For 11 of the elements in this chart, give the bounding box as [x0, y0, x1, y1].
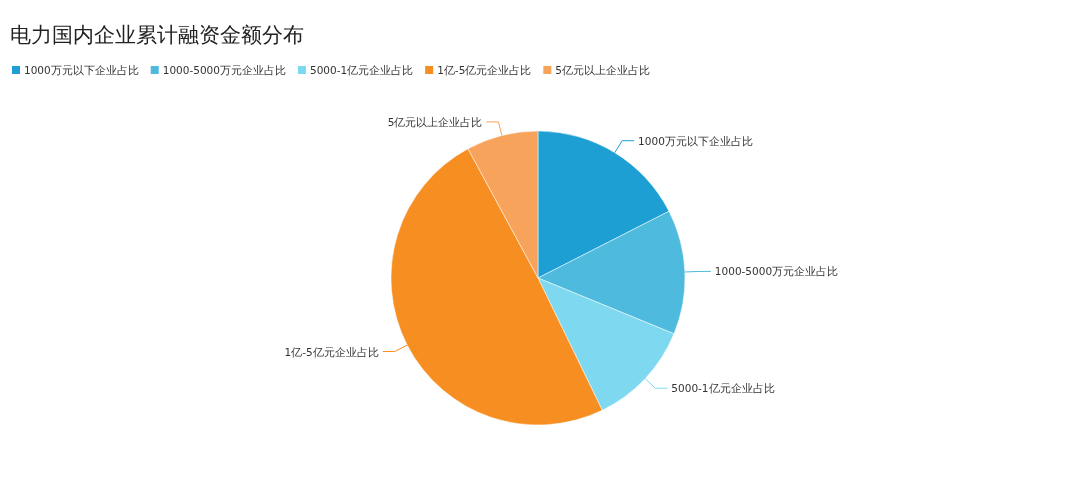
legend-label: 1000万元以下企业占比 [24, 64, 139, 76]
slice-label: 1000万元以下企业占比 [638, 134, 753, 147]
slice-label: 1亿-5亿元企业占比 [284, 345, 379, 358]
legend-label: 5000-1亿元企业占比 [309, 64, 414, 76]
legend-label: 1000-5000万元企业占比 [162, 64, 286, 76]
slice-label: 5000-1亿元企业占比 [671, 382, 775, 395]
legend-label: 1亿-5亿元企业占比 [437, 64, 532, 76]
slice-label: 1000-5000万元企业占比 [714, 265, 839, 278]
slice-label: 5亿元以上企业占比 [387, 115, 483, 128]
legend-label: 5亿元以上企业占比 [555, 64, 651, 76]
chart-title: 电力国内企业累计融资金额分布 [10, 23, 304, 47]
